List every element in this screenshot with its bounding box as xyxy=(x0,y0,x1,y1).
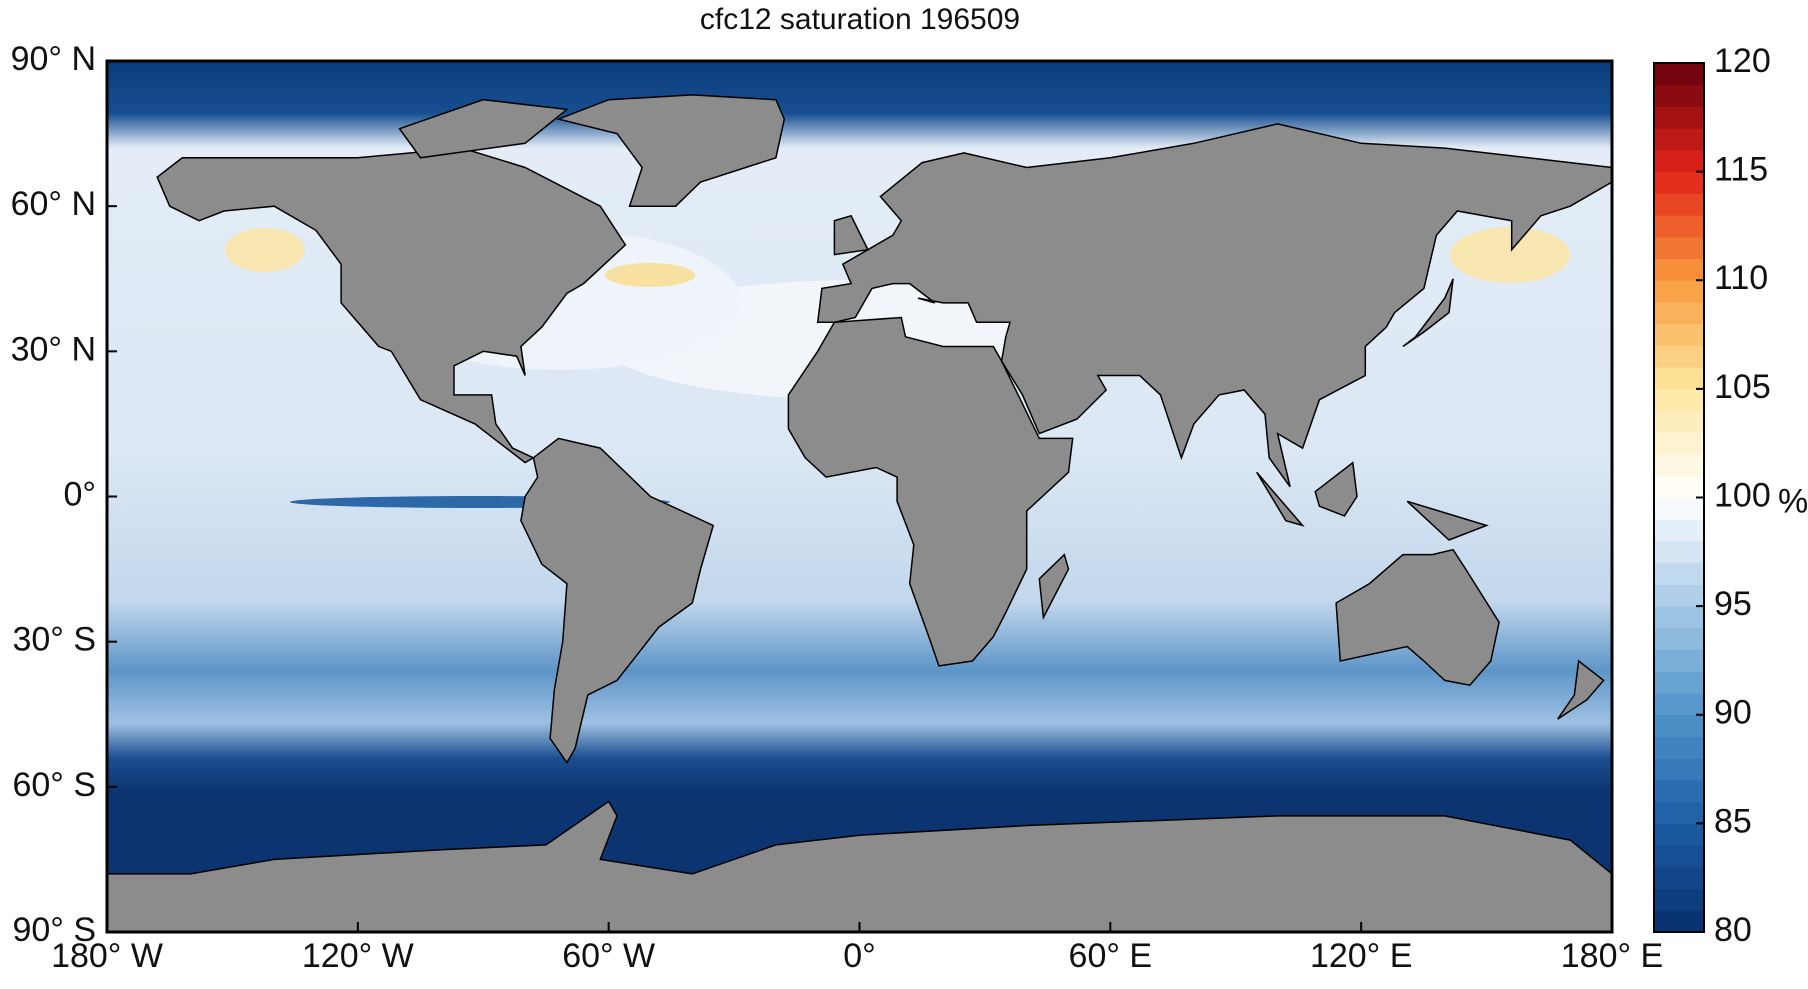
land xyxy=(1402,278,1454,348)
colorbar-level xyxy=(1654,106,1704,129)
lon-tick-label: 0° xyxy=(843,937,876,975)
lat-tick-label: 90° N xyxy=(11,40,96,78)
colorbar-level xyxy=(1654,236,1704,260)
colorbar-level xyxy=(1654,301,1704,325)
colorbar-tick-label: 115 xyxy=(1714,151,1768,189)
land xyxy=(1256,471,1305,527)
colorbar-level xyxy=(1654,823,1704,846)
colorbar-level xyxy=(1654,866,1704,890)
colorbar-level xyxy=(1654,345,1704,368)
colorbar-tick-label: 100 xyxy=(1714,476,1771,514)
lat-tick-label: 30° N xyxy=(11,330,96,368)
lon-tick-label: 120° E xyxy=(1310,937,1412,975)
land xyxy=(520,437,715,765)
colorbar-level xyxy=(1654,562,1704,585)
lat-tick-label: 60° S xyxy=(12,766,96,804)
colorbar-tick-label: 105 xyxy=(1714,368,1771,406)
colorbar-level xyxy=(1654,432,1704,455)
colorbar-level xyxy=(1654,410,1704,433)
colorbar-level xyxy=(1654,606,1704,629)
colorbar-level xyxy=(1654,845,1704,868)
colorbar-level xyxy=(1654,671,1704,694)
lat-tick-label: 60° N xyxy=(11,185,96,223)
land xyxy=(787,316,1074,667)
colorbar-tick-label: 120 xyxy=(1714,42,1771,80)
lon-tick-label: 180° W xyxy=(51,937,163,975)
land xyxy=(1335,548,1500,687)
colorbar-level xyxy=(1654,149,1704,173)
colorbar-level xyxy=(1654,388,1704,412)
colorbar-level xyxy=(1654,888,1704,911)
colorbar-level xyxy=(1654,258,1704,281)
colorbar-level xyxy=(1654,693,1704,716)
colorbar-level xyxy=(1654,475,1704,498)
land xyxy=(107,800,1612,932)
warm-patch xyxy=(605,263,695,287)
colorbar-level xyxy=(1654,584,1704,607)
colorbar-tick-label: 95 xyxy=(1714,585,1752,623)
lon-tick-label: 60° W xyxy=(562,937,655,975)
colorbar-tick-label: 85 xyxy=(1714,802,1752,840)
lon-tick-label: 60° E xyxy=(1069,937,1153,975)
colorbar-tick-label: 110 xyxy=(1714,259,1768,297)
lon-tick-label: 120° W xyxy=(302,937,414,975)
land xyxy=(1406,500,1489,541)
lat-tick-label: 0° xyxy=(63,475,96,513)
colorbar-label: % xyxy=(1778,482,1808,520)
warm-patch xyxy=(225,228,305,272)
colorbar-level xyxy=(1654,63,1704,86)
land xyxy=(1557,659,1605,720)
map-area xyxy=(107,61,1612,932)
land xyxy=(1314,461,1358,517)
colorbar-level xyxy=(1654,519,1704,542)
colorbar-tick-label: 90 xyxy=(1714,694,1752,732)
colorbar-level xyxy=(1654,649,1704,672)
colorbar-level xyxy=(1654,367,1704,390)
colorbar-level xyxy=(1654,84,1704,107)
lat-tick-label: 30° S xyxy=(12,621,96,659)
land xyxy=(833,214,870,256)
colorbar-level xyxy=(1654,801,1704,824)
colorbar-level xyxy=(1654,454,1704,477)
land xyxy=(816,123,1612,488)
warm-patch xyxy=(1450,227,1570,283)
lat-tick-label: 90° S xyxy=(12,911,96,949)
colorbar-level xyxy=(1654,280,1704,303)
land xyxy=(556,94,786,207)
colorbar-level xyxy=(1654,736,1704,759)
colorbar-level xyxy=(1654,323,1704,346)
lon-tick-label: 180° E xyxy=(1561,937,1663,975)
colorbar-level xyxy=(1654,215,1704,238)
colorbar-level xyxy=(1654,627,1704,651)
land xyxy=(1038,553,1070,621)
colorbar-level xyxy=(1654,910,1704,933)
land xyxy=(156,147,627,464)
colorbar-level xyxy=(1654,128,1704,151)
colorbar-tick-label: 80 xyxy=(1714,911,1752,949)
colorbar-level xyxy=(1654,758,1704,781)
colorbar-level xyxy=(1654,171,1704,194)
colorbar-level xyxy=(1654,193,1704,216)
map-title: cfc12 saturation 196509 xyxy=(700,3,1020,36)
land xyxy=(398,98,569,159)
colorbar-level xyxy=(1654,779,1704,803)
colorbar-level xyxy=(1654,540,1704,564)
colorbar-level xyxy=(1654,714,1704,737)
colorbar-level xyxy=(1654,497,1704,520)
